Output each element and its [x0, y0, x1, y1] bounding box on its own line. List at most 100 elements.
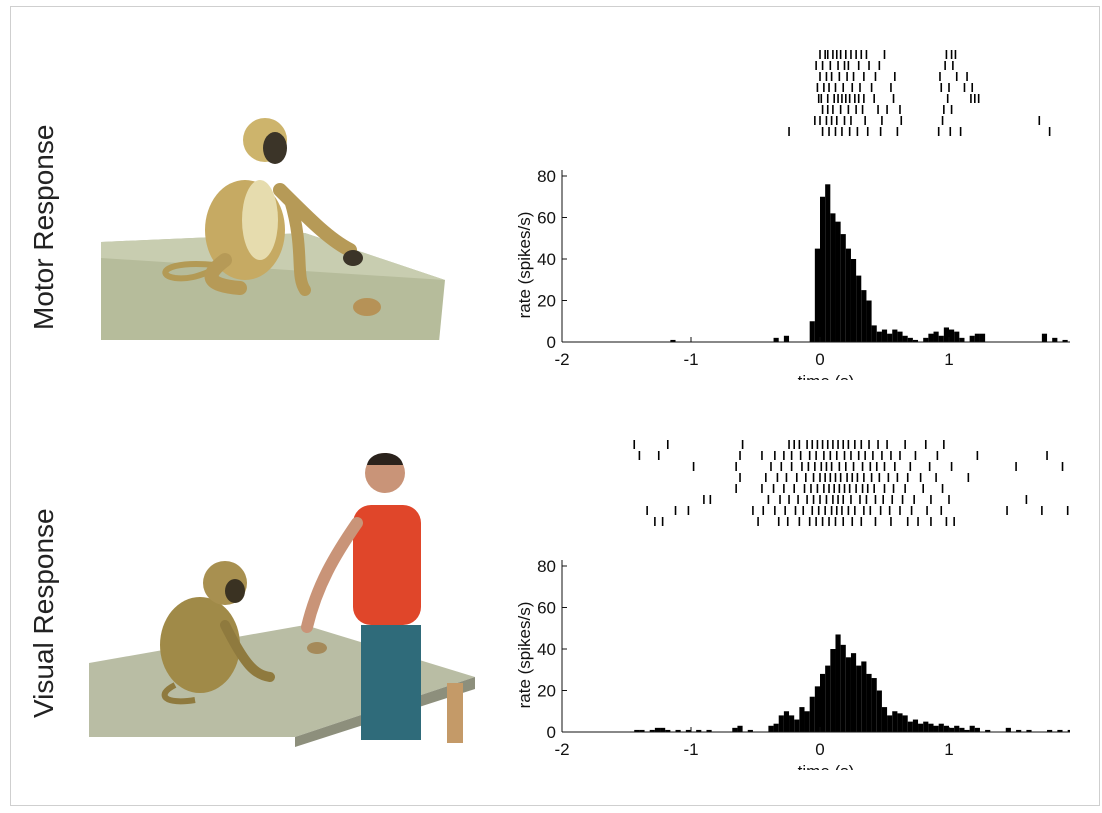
- visual-histogram-bar: [773, 723, 779, 732]
- visual-histogram-bar: [918, 723, 924, 732]
- visual-x-tick-label: -2: [554, 740, 569, 759]
- visual-histogram-bar: [881, 707, 888, 732]
- motor-monkey-scene: [101, 118, 445, 340]
- visual-histogram-bar: [840, 644, 846, 732]
- motor-y-axis: 0 20 40 60 80: [537, 167, 567, 352]
- motor-histogram-bar: [670, 339, 676, 342]
- motor-histogram-bar: [902, 335, 908, 342]
- motor-y-tick-label: 20: [537, 292, 556, 311]
- motor-y-tick-label: 40: [537, 250, 556, 269]
- visual-histogram-bar: [1067, 729, 1070, 732]
- motor-histogram-bar: [881, 329, 888, 342]
- visual-histogram-bar: [850, 653, 857, 732]
- visual-monkey-human-scene: [89, 453, 475, 747]
- visual-histogram-bar: [778, 715, 784, 732]
- motor-x-tick-label: -2: [554, 350, 569, 369]
- visual-x-axis-label: time (s): [798, 762, 855, 770]
- motor-histogram-bar: [943, 327, 949, 342]
- visual-histogram-bar: [660, 727, 666, 732]
- visual-histogram-bar: [876, 690, 882, 732]
- figure-frame: [10, 6, 1100, 806]
- visual-x-tick-label: -1: [683, 740, 698, 759]
- motor-histogram-bar: [830, 213, 836, 342]
- motor-histogram-bar: [892, 329, 898, 342]
- motor-histogram-bar: [876, 331, 882, 342]
- visual-histogram-bar: [949, 727, 955, 732]
- visual-histogram-bar: [959, 727, 965, 732]
- visual-histogram-bar: [830, 649, 836, 732]
- motor-histogram-bar: [959, 337, 965, 342]
- motor-histogram-bar: [912, 339, 919, 342]
- motor-histogram-bar: [938, 335, 944, 342]
- motor-histogram-bar: [1062, 339, 1068, 342]
- visual-histogram-bar: [856, 665, 862, 732]
- visual-histogram-bar: [820, 673, 826, 732]
- panel-label-motor: Motor Response: [28, 124, 59, 330]
- motor-x-tick-label: 1: [944, 350, 953, 369]
- motor-histogram-bar: [814, 248, 820, 342]
- motor-histogram-bar: [809, 321, 815, 342]
- visual-histogram-bar: [634, 729, 640, 732]
- visual-histogram-bar: [706, 729, 712, 732]
- motor-histogram-bar: [850, 259, 857, 342]
- visual-y-tick-label: 20: [537, 682, 556, 701]
- visual-histogram-bar: [897, 713, 903, 732]
- visual-y-tick-label: 40: [537, 640, 556, 659]
- visual-histogram-bar: [969, 725, 975, 732]
- visual-histogram-bar: [804, 711, 810, 732]
- visual-histogram-bar: [954, 725, 960, 732]
- motor-y-tick-label: 0: [547, 333, 556, 352]
- visual-histogram-bar: [649, 729, 655, 732]
- visual-y-tick-label: 0: [547, 723, 556, 742]
- visual-histogram-bar: [814, 686, 820, 732]
- motor-histogram-bar: [840, 234, 846, 342]
- visual-histogram-bar: [933, 725, 939, 732]
- visual-histogram-bar: [974, 727, 980, 732]
- motor-histogram: [670, 184, 1068, 342]
- visual-histogram-bar: [794, 719, 800, 732]
- visual-raster: [633, 440, 1069, 526]
- visual-histogram-bar: [1026, 729, 1032, 732]
- visual-histogram-bar: [1005, 727, 1011, 732]
- motor-histogram-bar: [907, 337, 913, 342]
- visual-histogram-bar: [768, 725, 774, 732]
- motor-x-tick-label: 0: [815, 350, 824, 369]
- motor-histogram-bar: [1041, 333, 1048, 342]
- motor-y-tick-label: 80: [537, 167, 556, 186]
- motor-histogram-bar: [783, 335, 790, 342]
- motor-histogram-bar: [979, 333, 986, 342]
- visual-histogram-bar: [861, 661, 867, 732]
- visual-histogram-bar: [1047, 729, 1053, 732]
- visual-histogram-bar: [943, 725, 949, 732]
- visual-histogram-bar: [928, 723, 934, 732]
- visual-histogram-bar: [747, 729, 753, 732]
- motor-histogram-bar: [928, 333, 934, 342]
- visual-y-tick-label: 80: [537, 557, 556, 576]
- visual-histogram-bar: [639, 729, 645, 732]
- visual-histogram-bar: [783, 711, 790, 732]
- motor-x-tick-label: -1: [683, 350, 698, 369]
- visual-histogram-bar: [985, 729, 991, 732]
- motor-histogram-bar: [887, 333, 893, 342]
- visual-x-axis: -2-1012: [554, 727, 1070, 759]
- motor-histogram-bar: [825, 184, 831, 342]
- motor-histogram-bar: [974, 333, 980, 342]
- motor-histogram-bar: [933, 331, 939, 342]
- visual-histogram-bar: [675, 729, 681, 732]
- visual-histogram-bar: [789, 715, 795, 732]
- panel-label-visual: Visual Response: [28, 508, 59, 718]
- visual-histogram-bar: [907, 721, 913, 732]
- visual-histogram: [634, 634, 1070, 732]
- motor-y-tick-label: 60: [537, 209, 556, 228]
- visual-histogram-bar: [737, 725, 743, 732]
- visual-histogram-bar: [732, 727, 738, 732]
- visual-histogram-bar: [665, 729, 671, 732]
- motor-histogram-bar: [897, 331, 903, 342]
- visual-histogram-bar: [912, 719, 919, 732]
- visual-histogram-bar: [696, 729, 702, 732]
- motor-histogram-bar: [861, 290, 867, 342]
- motor-histogram-bar: [969, 335, 975, 342]
- motor-x-axis: -2-1012: [554, 337, 1070, 369]
- visual-histogram-bar: [892, 711, 898, 732]
